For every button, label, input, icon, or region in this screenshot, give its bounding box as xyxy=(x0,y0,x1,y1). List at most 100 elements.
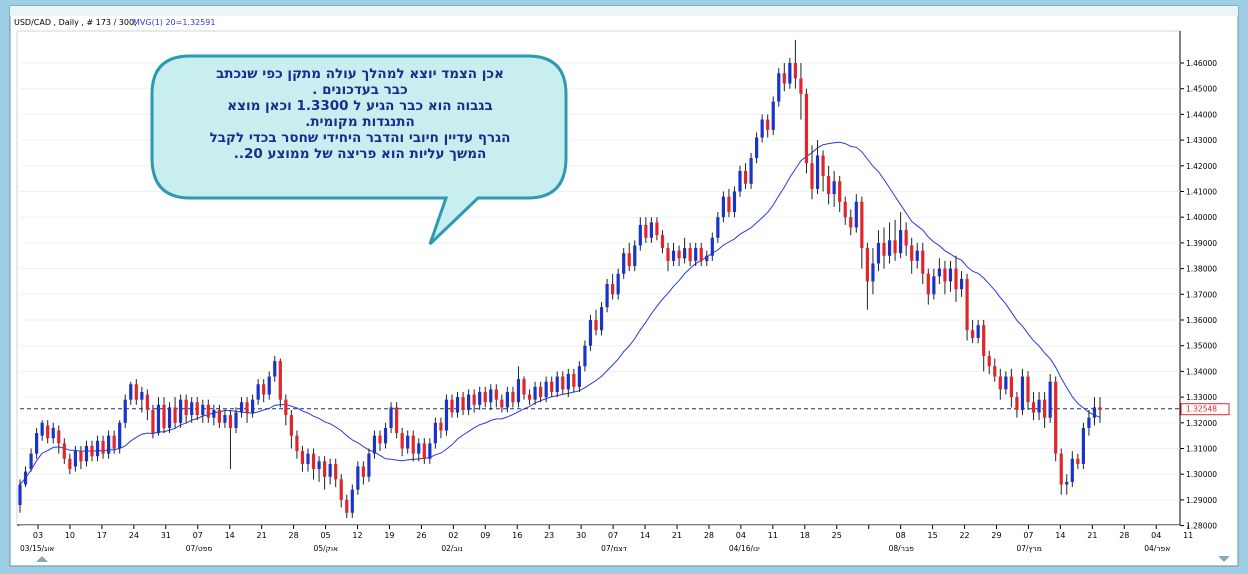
candle-body xyxy=(694,248,698,261)
x-tick-label: 22 xyxy=(959,531,969,540)
y-tick-label: 1.42000 xyxy=(1186,162,1217,171)
moving-average-line xyxy=(19,141,1101,485)
y-tick-label: 1.46000 xyxy=(1186,59,1217,68)
candle-body xyxy=(1043,399,1047,418)
candle-body xyxy=(455,397,460,413)
candle-body xyxy=(815,155,820,189)
x-month-label: 04/אפר xyxy=(1144,544,1170,553)
candle-body xyxy=(62,443,66,459)
candle-body xyxy=(439,422,443,431)
candle-body xyxy=(472,394,476,405)
candle-body xyxy=(190,402,194,416)
candle-body xyxy=(411,435,415,454)
candle-body xyxy=(616,273,620,295)
x-tick-label: 25 xyxy=(832,531,842,540)
candle-body xyxy=(234,412,238,428)
candle-body xyxy=(838,181,842,202)
candle-body xyxy=(671,250,676,261)
candle-body xyxy=(245,402,249,413)
x-tick-label: 21 xyxy=(672,531,682,540)
candle-body xyxy=(1020,376,1025,410)
annotation-line: המשך עליות הוא פריצה של ממוצע 20.. xyxy=(233,146,487,162)
candle-body xyxy=(660,235,665,249)
scroll-arrow-right-icon[interactable] xyxy=(1218,556,1230,562)
candle-body xyxy=(910,245,914,261)
candle-body xyxy=(378,435,382,444)
x-tick-label: 19 xyxy=(384,531,394,540)
candle-body xyxy=(267,376,271,395)
candle-body xyxy=(417,443,421,454)
x-tick-label: 03 xyxy=(33,531,43,540)
x-tick-label: 30 xyxy=(576,531,586,540)
candle-body xyxy=(732,191,737,213)
x-tick-label: 15 xyxy=(928,531,938,540)
candle-body xyxy=(273,361,277,377)
x-tick-label: 17 xyxy=(97,531,107,540)
candle-body xyxy=(95,440,100,457)
annotation-bubble xyxy=(150,54,568,246)
candle-body xyxy=(516,379,521,403)
candle-body xyxy=(594,320,598,331)
candle-body xyxy=(367,453,371,477)
y-tick-label: 1.40000 xyxy=(1186,213,1217,222)
candle-body xyxy=(350,489,354,513)
candle-body xyxy=(876,242,881,264)
candle-body xyxy=(677,250,681,259)
candle-body xyxy=(777,73,781,102)
current-price-label: 1.32548 xyxy=(1186,405,1217,414)
candle-body xyxy=(572,373,576,387)
candle-body xyxy=(450,399,454,413)
candle-body xyxy=(832,181,836,195)
candle-body xyxy=(406,435,410,449)
x-tick-label: 12 xyxy=(352,531,362,540)
candle-body xyxy=(683,248,687,259)
candle-body xyxy=(627,253,631,267)
x-tick-label: 16 xyxy=(512,531,522,540)
candle-body xyxy=(500,399,504,408)
candle-body xyxy=(1081,427,1085,464)
candle-body xyxy=(101,440,105,454)
candle-body xyxy=(710,237,714,256)
candle-body xyxy=(915,250,919,261)
candle-body xyxy=(843,201,847,218)
candle-body xyxy=(383,427,388,444)
candle-body xyxy=(788,63,792,84)
candle-body xyxy=(90,445,94,457)
candle-body xyxy=(223,415,227,423)
candle-body xyxy=(793,63,797,79)
candle-body xyxy=(361,466,365,477)
x-tick-label: 09 xyxy=(480,531,490,540)
scroll-arrow-icon[interactable] xyxy=(36,556,48,562)
x-tick-label: 07 xyxy=(193,531,203,540)
candle-body xyxy=(339,479,343,500)
chart-header-symbol: USD/CAD , Daily , # 173 / 300, xyxy=(14,18,137,27)
x-tick-label: 29 xyxy=(991,531,1001,540)
candle-body xyxy=(887,240,892,256)
candle-body xyxy=(179,399,183,423)
candle-body xyxy=(284,399,288,416)
candle-body xyxy=(599,307,604,331)
candle-body xyxy=(162,404,166,428)
candle-body xyxy=(1098,407,1102,410)
candle-body xyxy=(239,402,244,413)
candle-body xyxy=(306,453,310,464)
candle-body xyxy=(201,404,205,416)
candle-body xyxy=(522,379,526,395)
candle-body xyxy=(588,320,593,346)
candle-body xyxy=(971,330,975,338)
x-tick-label: 04 xyxy=(736,531,746,540)
y-tick-label: 1.28000 xyxy=(1186,522,1217,531)
x-tick-label: 08 xyxy=(896,531,906,540)
candle-body xyxy=(356,466,360,490)
candle-body xyxy=(1070,458,1074,482)
candle-body xyxy=(51,427,55,439)
x-tick-label: 14 xyxy=(640,531,650,540)
candle-body xyxy=(804,93,809,164)
candle-body xyxy=(345,499,349,513)
candle-body xyxy=(987,355,991,367)
x-tick-label: 31 xyxy=(161,531,171,540)
candle-body xyxy=(882,242,886,256)
annotation-line: הגרף עדיין חיובי והדבר היחידי שחסר בכדי … xyxy=(209,130,511,146)
candle-body xyxy=(904,230,908,246)
candle-body xyxy=(1076,458,1080,464)
